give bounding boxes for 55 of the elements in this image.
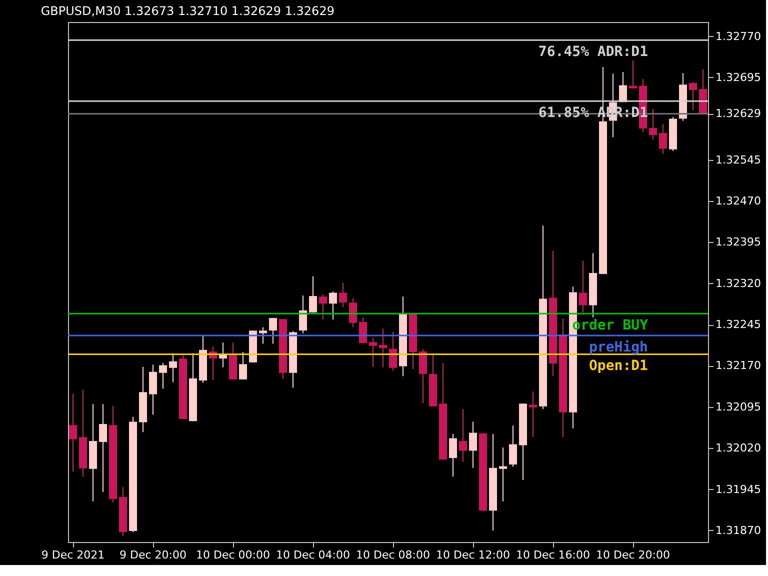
candlestick xyxy=(149,364,157,416)
candlestick xyxy=(579,260,587,313)
candlestick xyxy=(689,82,697,111)
x-tick-label: 10 Dec 16:00 xyxy=(516,548,590,562)
candlestick xyxy=(329,291,337,320)
y-tick-label: 1.32770 xyxy=(716,30,761,43)
y-tick-label: 1.32695 xyxy=(716,70,761,84)
y-tick-label: 1.32095 xyxy=(716,400,761,414)
x-tick-label: 10 Dec 12:00 xyxy=(436,548,510,562)
candlestick xyxy=(169,352,177,383)
y-tick-label: 1.32395 xyxy=(716,236,761,249)
candlestick xyxy=(649,108,657,140)
x-tick-label: 9 Dec 20:00 xyxy=(120,548,186,562)
x-tick-label: 10 Dec 20:00 xyxy=(596,548,670,562)
candlestick xyxy=(339,282,347,308)
candlestick xyxy=(349,298,357,328)
candlestick xyxy=(389,331,397,372)
candlestick xyxy=(629,60,637,89)
x-tick-label: 10 Dec 00:00 xyxy=(196,548,270,562)
candlestick xyxy=(459,408,467,462)
x-tick-label: 10 Dec 04:00 xyxy=(276,548,350,562)
y-tick-label: 1.32245 xyxy=(716,318,761,332)
candlestick xyxy=(469,421,477,468)
candlestick xyxy=(379,328,387,368)
y-tick-label: 1.31870 xyxy=(716,524,761,537)
candlestick xyxy=(259,326,267,344)
candlestick xyxy=(69,393,77,472)
candlestick xyxy=(99,404,107,493)
y-tick-label: 1.32020 xyxy=(716,442,761,455)
x-tick-label: 10 Dec 08:00 xyxy=(356,548,430,562)
chart-title: GBPUSD,M30 1.32673 1.32710 1.32629 1.32629 xyxy=(40,4,334,18)
ref-line-label: Open:D1 xyxy=(588,358,648,374)
candlestick xyxy=(319,294,327,320)
y-tick-label: 1.31945 xyxy=(716,482,761,496)
ref-line-label: preHigh xyxy=(588,340,648,356)
candlestick xyxy=(619,71,627,103)
y-tick-label: 1.32470 xyxy=(716,194,761,208)
candlestick xyxy=(499,447,507,502)
candlestick xyxy=(239,352,247,380)
ref-line-label: 76.45% ADR:D1 xyxy=(538,44,648,60)
y-tick-label: 1.32545 xyxy=(716,153,761,166)
candlestick xyxy=(529,391,537,438)
candlestick xyxy=(369,337,377,368)
candlestick xyxy=(269,317,277,344)
candlestick xyxy=(419,348,427,404)
candlestick xyxy=(309,276,317,313)
candlestick xyxy=(509,425,517,468)
candlestick xyxy=(659,124,667,154)
candlestick xyxy=(449,433,457,478)
x-tick-label: 9 Dec 2021 xyxy=(41,548,105,562)
y-tick-label: 1.32629 xyxy=(716,107,761,120)
y-tick-label: 1.32320 xyxy=(716,276,761,290)
y-tick-label: 1.32170 xyxy=(716,359,761,372)
candlestick xyxy=(159,362,167,390)
candlestick xyxy=(299,294,307,334)
